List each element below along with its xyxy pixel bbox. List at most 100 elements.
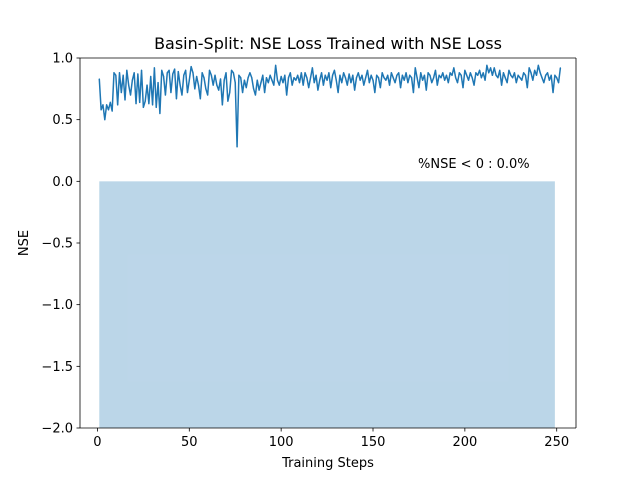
data-point [170, 91, 172, 94]
data-point [552, 91, 554, 94]
y-tick-label: −1.0 [41, 298, 73, 313]
data-point [140, 69, 143, 71]
data-point [365, 77, 367, 79]
data-point [377, 77, 380, 79]
data-point [162, 75, 165, 78]
data-point [247, 77, 249, 79]
data-point [219, 78, 222, 80]
data-point [410, 77, 413, 79]
data-point [287, 77, 290, 79]
data-point [372, 79, 374, 81]
data-point [102, 104, 104, 106]
data-point [333, 69, 336, 71]
data-point [363, 84, 365, 86]
x-tick-label: 50 [181, 435, 198, 450]
data-point [214, 74, 216, 76]
data-point [535, 74, 538, 76]
data-point [339, 74, 341, 76]
data-point [330, 87, 332, 89]
data-point [172, 73, 174, 75]
data-point [499, 69, 501, 71]
data-point [556, 77, 558, 79]
data-point [267, 82, 269, 84]
data-point [142, 106, 144, 108]
data-point [326, 79, 328, 81]
data-point [464, 69, 466, 71]
data-point [245, 87, 247, 89]
data-point [444, 79, 446, 81]
data-point [477, 74, 479, 76]
data-point [264, 91, 266, 94]
data-point [271, 79, 273, 81]
data-point [559, 67, 561, 69]
data-point [276, 79, 279, 81]
data-point [343, 72, 345, 74]
y-tick-label: 1.0 [52, 52, 73, 67]
data-point [449, 72, 451, 74]
data-point [385, 79, 387, 81]
data-point [196, 75, 198, 78]
data-point [113, 72, 115, 74]
data-point [315, 74, 317, 76]
data-point [126, 69, 128, 71]
data-point [179, 84, 181, 86]
data-point [482, 72, 484, 74]
data-point [282, 82, 284, 84]
data-point [392, 77, 394, 79]
data-point [100, 109, 102, 111]
data-point [478, 69, 481, 71]
data-point [254, 94, 257, 96]
data-point [554, 74, 556, 76]
data-point [455, 77, 457, 79]
data-point [537, 64, 539, 66]
data-point [175, 98, 178, 100]
data-point [185, 69, 187, 71]
data-point [253, 88, 255, 90]
data-point [425, 89, 427, 91]
data-point [256, 79, 258, 81]
data-point [98, 78, 100, 80]
data-point [383, 77, 385, 79]
data-point [534, 69, 536, 71]
data-point [106, 104, 108, 106]
data-point [390, 72, 392, 74]
data-point [545, 74, 547, 76]
data-point [320, 72, 323, 74]
x-tick-label: 150 [361, 435, 386, 450]
data-point [218, 89, 220, 91]
data-point [265, 77, 268, 79]
y-tick-label: −2.0 [41, 422, 73, 437]
data-point [225, 72, 227, 74]
data-point [194, 88, 196, 90]
data-point [295, 79, 297, 81]
data-point [168, 69, 170, 71]
data-point [135, 103, 137, 105]
data-point [129, 94, 132, 96]
data-point [199, 98, 201, 100]
data-point [166, 72, 168, 74]
data-point [278, 84, 280, 86]
data-point [260, 82, 262, 84]
data-point [453, 67, 455, 69]
data-point [311, 67, 313, 69]
data-point [293, 77, 295, 79]
y-tick-label: 0.5 [52, 113, 73, 128]
data-point [407, 82, 409, 84]
data-point [297, 74, 299, 76]
data-point [451, 74, 453, 76]
y-axis-label: NSE [17, 230, 32, 256]
data-point [438, 74, 440, 76]
data-point [429, 74, 431, 76]
data-point [526, 87, 528, 89]
data-point [471, 77, 473, 79]
data-point [286, 94, 288, 96]
data-point [151, 104, 154, 106]
data-point [124, 99, 126, 101]
data-point [488, 72, 490, 74]
data-point [262, 74, 264, 76]
data-point [530, 72, 532, 74]
data-point [153, 67, 155, 69]
shaded-region [99, 181, 555, 428]
data-point [501, 84, 503, 86]
